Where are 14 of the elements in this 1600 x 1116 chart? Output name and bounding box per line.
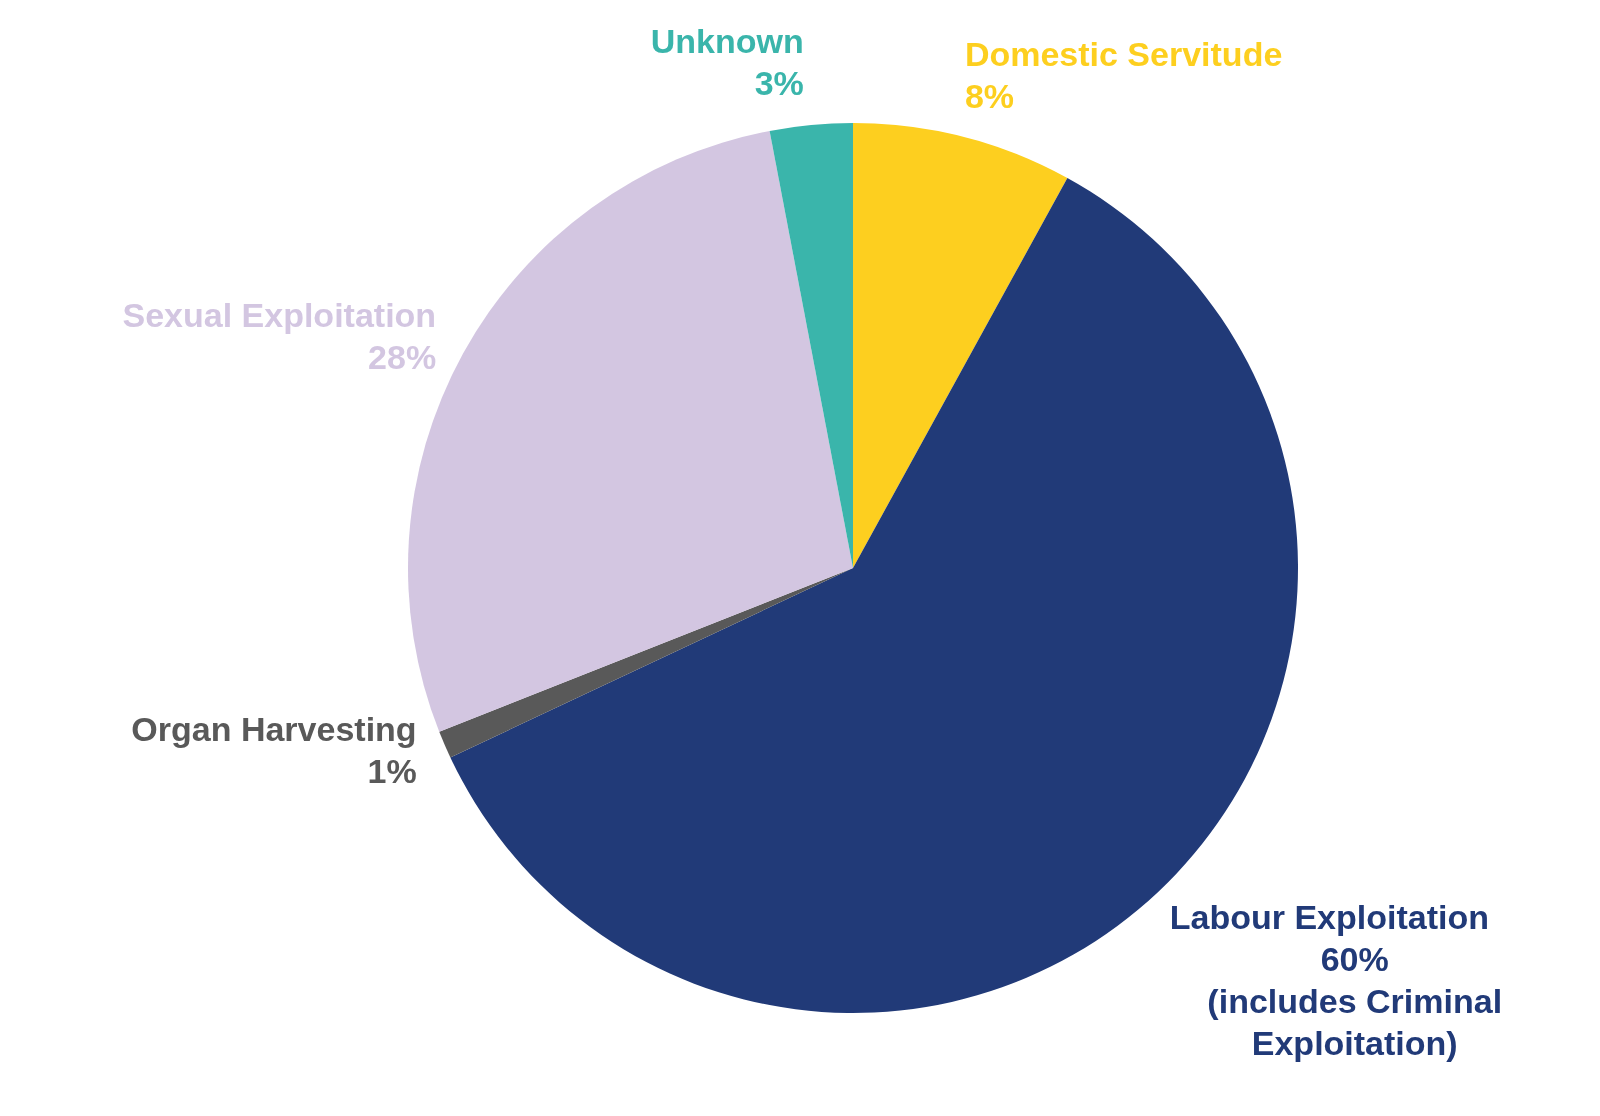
slice-label: Domestic Servitude [964, 34, 1283, 73]
slice-label: Sexual Exploitation [122, 296, 437, 335]
data-label: 3% [754, 64, 804, 103]
slice-label: Labour Exploitation [1169, 898, 1489, 937]
data-label: 1% [367, 751, 417, 790]
pie-slice [769, 123, 853, 568]
pie-slice [439, 568, 853, 758]
pie-slice [853, 123, 1068, 568]
data-label: 8% [964, 76, 1015, 115]
data-label: 28% [368, 338, 437, 377]
text: (includes Criminal Exploitation) [1207, 982, 1503, 1063]
slice-label: Unknown [650, 22, 804, 61]
slice-label: Organ Harvesting [131, 709, 417, 748]
data-label: 60% [1320, 940, 1389, 979]
